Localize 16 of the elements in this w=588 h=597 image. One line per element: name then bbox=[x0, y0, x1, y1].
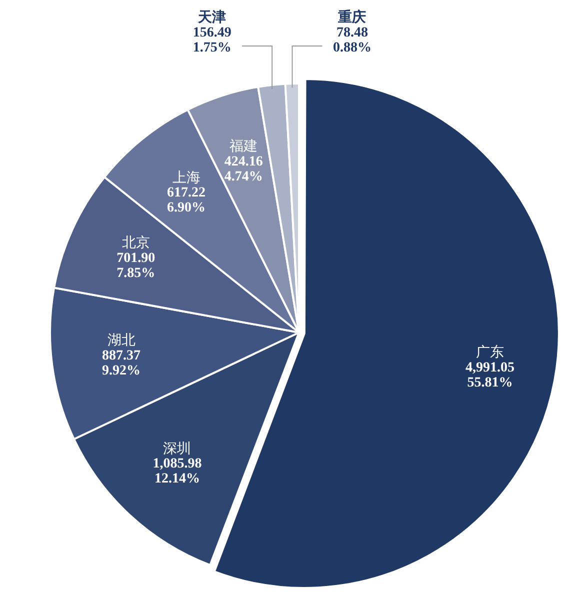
slice-label: 上海 bbox=[172, 170, 200, 186]
slice-label: 天津 bbox=[197, 10, 226, 26]
data-label: 78.48 0.88% bbox=[332, 26, 372, 56]
data-label: 701.90 7.85% bbox=[116, 250, 156, 281]
data-label: 617.22 6.90% bbox=[167, 186, 206, 216]
data-label: 1,085.98 12.14% bbox=[152, 456, 202, 487]
slice-label: 湖北 bbox=[107, 332, 136, 349]
slice-label: 广东 bbox=[476, 344, 504, 360]
data-label: 4,991.05 55.81% bbox=[465, 360, 514, 390]
data-label: 156.49 1.75% bbox=[192, 26, 232, 56]
slice-label: 深圳 bbox=[163, 440, 192, 457]
data-label: 424.16 4.74% bbox=[224, 154, 263, 185]
data-label: 887.37 9.92% bbox=[102, 348, 141, 379]
slice-label: 重庆 bbox=[337, 8, 366, 26]
slice-label: 福建 bbox=[230, 138, 258, 155]
slice-label: 北京 bbox=[122, 234, 150, 251]
